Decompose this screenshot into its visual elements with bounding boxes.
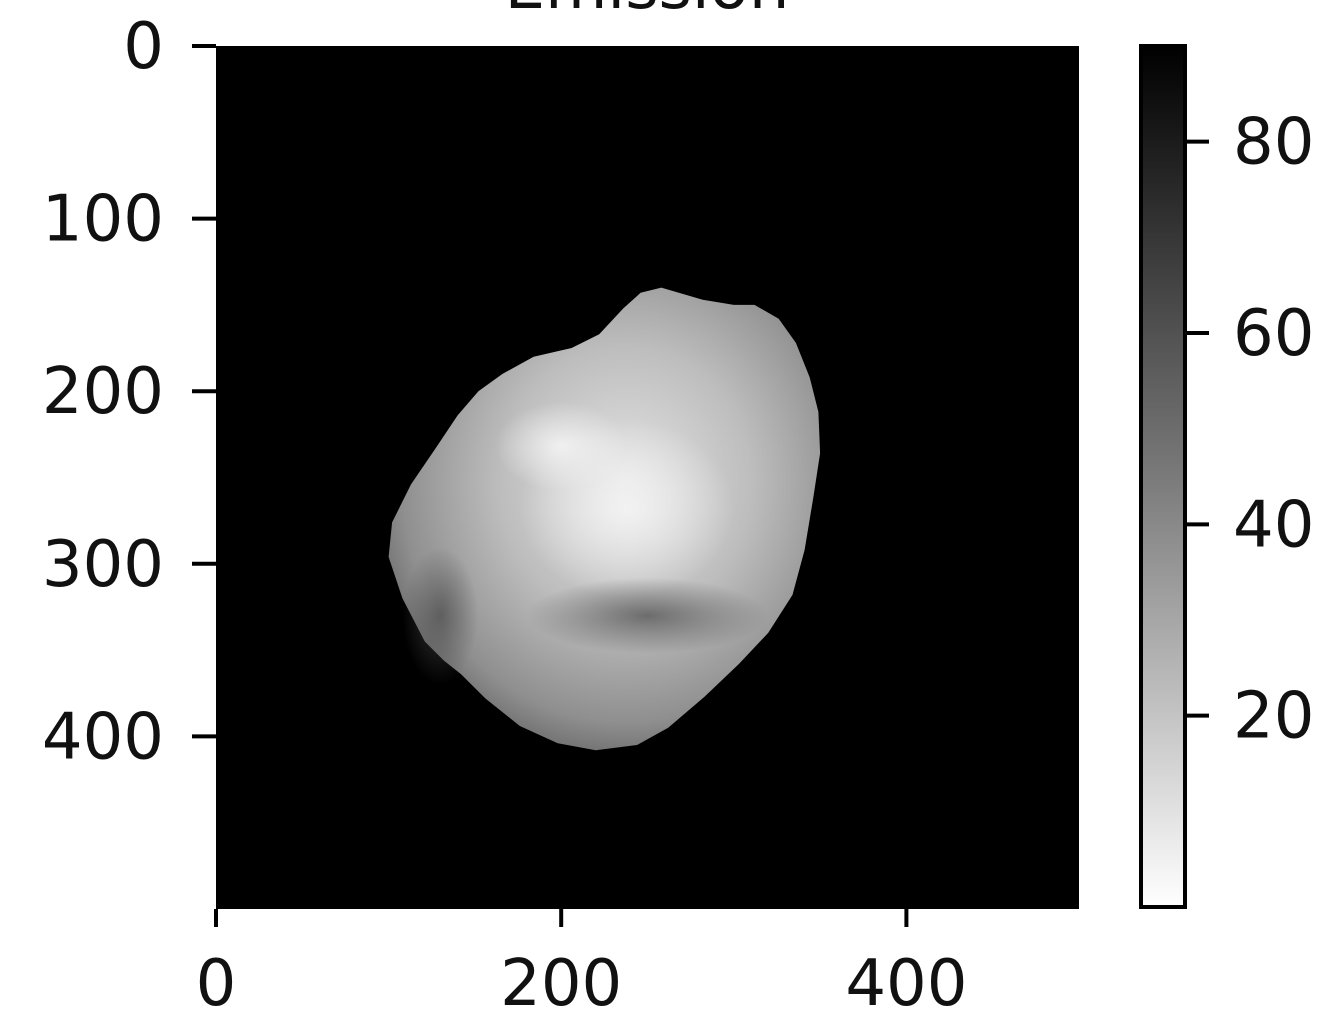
x-tick-label: 0 <box>196 947 237 1019</box>
colorbar <box>1139 44 1187 909</box>
asteroid-body <box>388 287 821 751</box>
chart-title: Emission <box>505 0 790 24</box>
y-tick-label: 400 <box>42 700 164 774</box>
y-tick-label: 200 <box>42 355 164 429</box>
asteroid-highlight <box>495 401 627 492</box>
y-tick-label: 300 <box>42 528 164 602</box>
colorbar-tick-label: 20 <box>1233 680 1314 754</box>
colorbar-tick-label: 80 <box>1233 106 1314 180</box>
colorbar-axis: 20 40 60 80 <box>1185 106 1314 754</box>
asteroid-shadow <box>402 546 479 685</box>
x-tick-label: 400 <box>845 947 967 1019</box>
colorbar-tick-label: 60 <box>1233 297 1314 371</box>
heatmap-image <box>216 46 1079 909</box>
y-tick-label: 100 <box>42 183 164 257</box>
x-axis: 0 200 400 <box>196 909 967 1019</box>
y-tick-label: 0 <box>123 10 164 84</box>
x-tick-label: 200 <box>500 947 622 1019</box>
asteroid-shadow <box>526 577 769 654</box>
y-axis: 0 100 200 300 400 <box>42 10 216 774</box>
colorbar-tick-label: 40 <box>1233 488 1314 562</box>
